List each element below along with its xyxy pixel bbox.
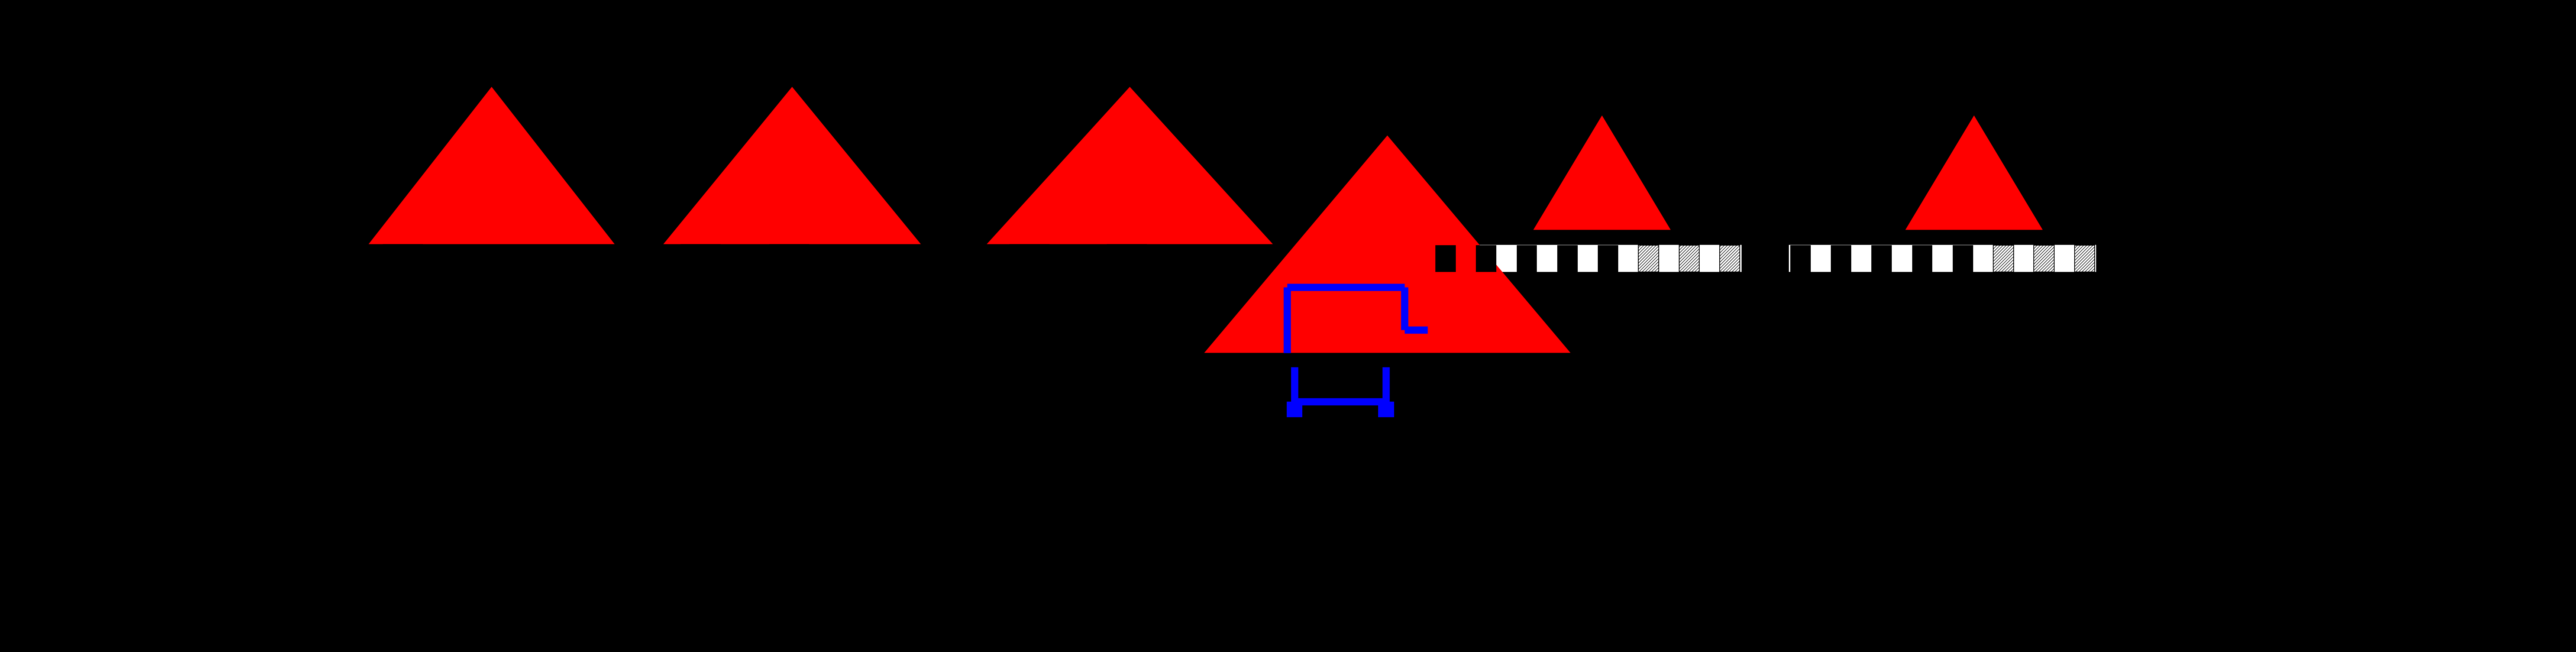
Bar [1638, 245, 1659, 272]
Bar [1378, 402, 1394, 417]
Bar [1911, 245, 1932, 272]
Bar [1870, 245, 1891, 272]
Bar [384, 244, 422, 260]
Polygon shape [987, 87, 1273, 244]
Bar [1953, 245, 1973, 272]
Bar [1556, 245, 1577, 272]
Bar [770, 244, 809, 260]
Bar [1517, 245, 1538, 272]
Bar [1680, 245, 1700, 272]
Bar [2032, 245, 2053, 272]
Polygon shape [662, 87, 920, 244]
Bar [1788, 244, 2097, 273]
Bar [1718, 245, 1739, 272]
Bar [1435, 245, 1455, 272]
Bar [1546, 230, 1579, 244]
Bar [680, 244, 721, 260]
Polygon shape [1533, 115, 1669, 230]
Bar [1280, 353, 1319, 367]
Bar [1373, 353, 1409, 367]
Bar [1919, 230, 1950, 244]
Bar [2074, 245, 2094, 272]
Bar [1476, 245, 1497, 272]
Bar [1285, 402, 1303, 417]
Polygon shape [368, 87, 616, 244]
Bar [1994, 245, 2014, 272]
Bar [1108, 244, 1146, 260]
Bar [1597, 245, 1618, 272]
Bar [1010, 244, 1048, 260]
Bar [1790, 245, 1811, 272]
Bar [1432, 244, 1741, 273]
Polygon shape [1203, 136, 1571, 353]
Polygon shape [1906, 115, 2043, 230]
Bar [1832, 245, 1852, 272]
